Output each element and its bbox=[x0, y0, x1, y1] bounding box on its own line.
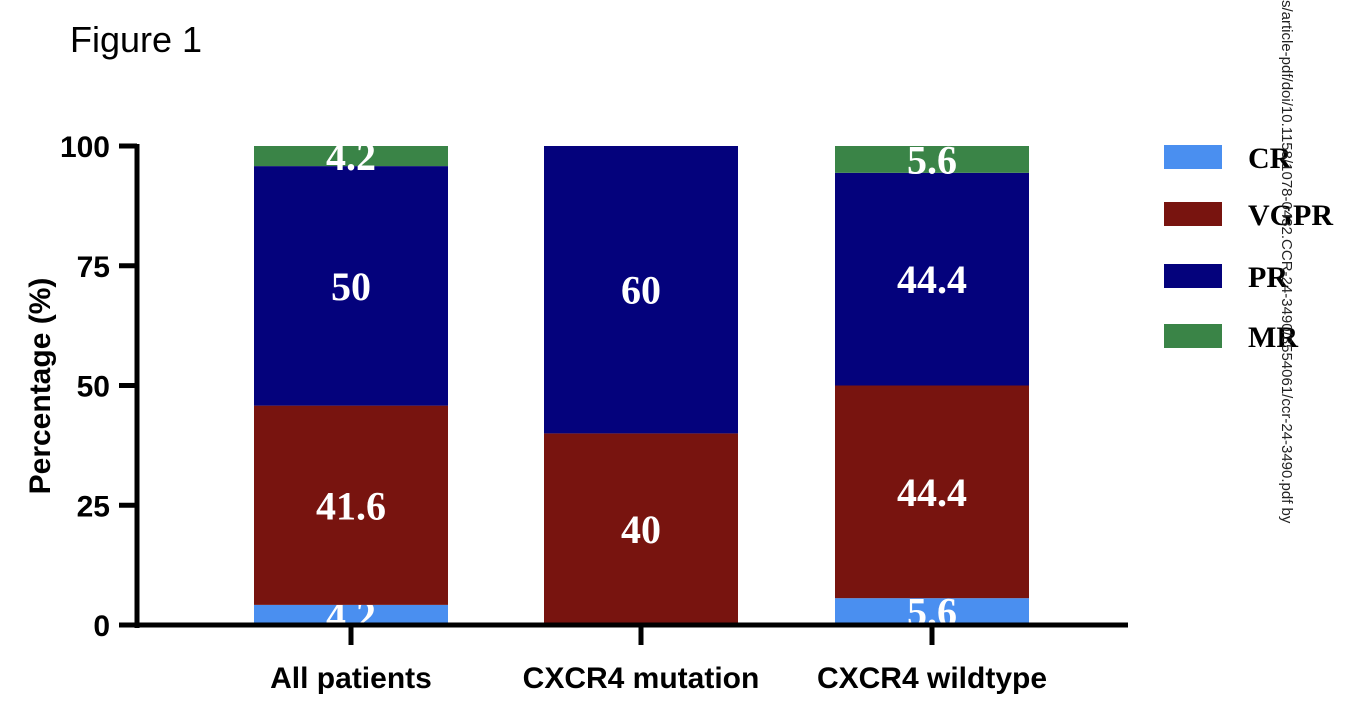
x-category-label: CXCR4 wildtype bbox=[817, 662, 1047, 695]
bar-segment-pr bbox=[254, 166, 448, 406]
y-tick-label: 25 bbox=[77, 490, 110, 523]
y-tick-label: 100 bbox=[60, 131, 110, 164]
bar-segment-vgpr bbox=[835, 385, 1029, 599]
data-label: 44.4 bbox=[897, 257, 967, 302]
y-tick-label: 0 bbox=[93, 610, 110, 643]
x-category-label: CXCR4 mutation bbox=[523, 662, 760, 695]
figure-label: Figure 1 bbox=[70, 19, 202, 60]
bar-segment-mr bbox=[835, 146, 1029, 173]
x-category-label: All patients bbox=[270, 662, 432, 695]
data-label: 41.6 bbox=[316, 483, 386, 528]
legend-swatch-mr bbox=[1164, 324, 1222, 348]
y-tick-label: 50 bbox=[77, 371, 110, 404]
legend-label-cr: CR bbox=[1248, 142, 1292, 175]
bar-segment-vgpr bbox=[254, 405, 448, 605]
data-label: 40 bbox=[621, 507, 661, 552]
watermark-text: s/article-pdf/doi/10.1158/1078-0432.CCR-… bbox=[1278, 0, 1295, 524]
y-axis-title: Percentage (%) bbox=[24, 278, 57, 495]
data-label: 60 bbox=[621, 268, 661, 313]
y-tick-label: 75 bbox=[77, 251, 110, 284]
data-label: 4.2 bbox=[326, 134, 376, 179]
legend-swatch-cr bbox=[1164, 145, 1222, 169]
legend-label-vgpr: VGPR bbox=[1248, 199, 1333, 232]
bar-segment-cr bbox=[254, 604, 448, 625]
bar-segment-pr bbox=[835, 172, 1029, 386]
bar-segment-pr bbox=[544, 146, 738, 434]
legend-label-pr: PR bbox=[1248, 261, 1288, 294]
data-label: 5.6 bbox=[907, 137, 957, 182]
bar-segment-mr bbox=[254, 146, 448, 167]
legend-label-mr: MR bbox=[1248, 321, 1298, 354]
plot-area: 4.241.6504.240605.644.444.45.60255075100… bbox=[60, 131, 1128, 695]
data-label: 44.4 bbox=[897, 470, 967, 515]
data-label: 50 bbox=[331, 264, 371, 309]
bar-segment-vgpr bbox=[544, 433, 738, 625]
bar-segment-cr bbox=[835, 598, 1029, 625]
legend-swatch-pr bbox=[1164, 264, 1222, 288]
legend: CR VGPR PR MR bbox=[1164, 142, 1333, 354]
legend-swatch-vgpr bbox=[1164, 202, 1222, 226]
